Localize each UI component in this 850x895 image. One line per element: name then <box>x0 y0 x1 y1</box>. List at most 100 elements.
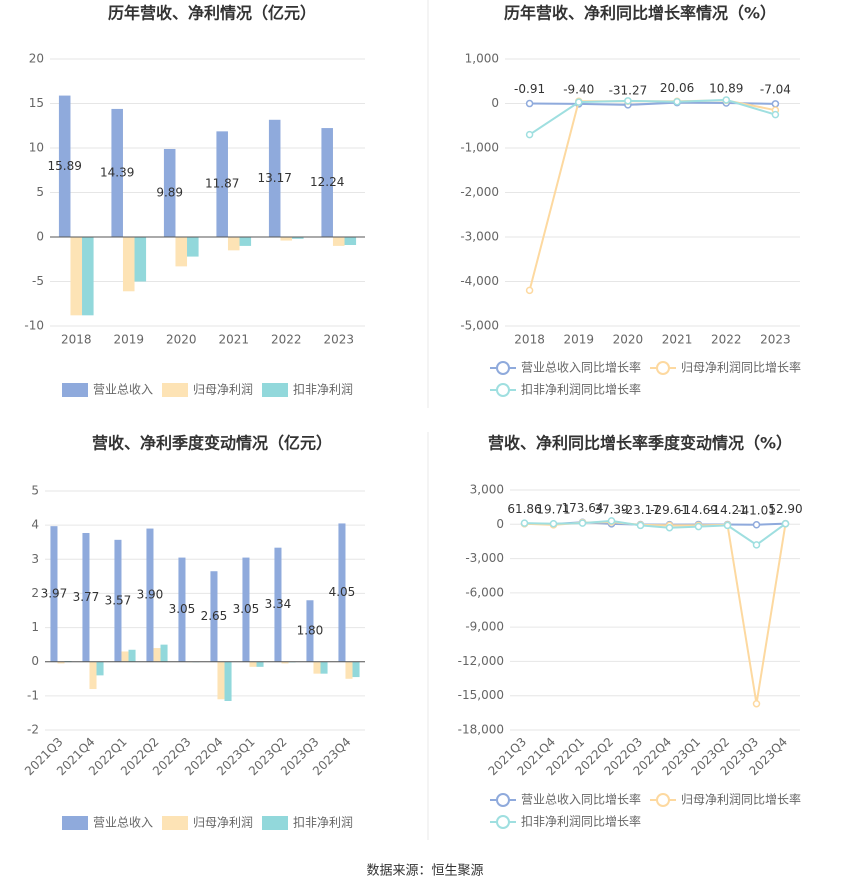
bar <box>82 237 94 316</box>
point <box>771 110 780 119</box>
data-label: -14.21 <box>708 503 747 517</box>
y-tick-label: 0 <box>491 96 499 110</box>
bar <box>58 95 71 237</box>
y-tick-label: -5,000 <box>460 319 499 333</box>
bar <box>239 237 252 246</box>
legend-label: 扣非净利润 <box>293 383 353 397</box>
bar <box>175 237 188 267</box>
bar <box>217 661 225 700</box>
chart-title: 营收、净利季度变动情况（亿元） <box>92 434 332 453</box>
legend-label: 营业总收入同比增长率 <box>521 360 641 375</box>
bar <box>146 528 154 662</box>
bar <box>57 661 65 664</box>
data-label: 9.89 <box>156 185 183 199</box>
bar <box>313 661 321 674</box>
data-label: 10.89 <box>709 82 743 96</box>
y-tick-label: -9,000 <box>465 620 504 634</box>
legend-swatch <box>656 361 670 375</box>
data-label: 52.90 <box>768 502 802 516</box>
bar <box>114 539 122 662</box>
bar <box>227 237 240 251</box>
x-tick-label: 2020 <box>613 333 644 347</box>
bar <box>345 661 353 679</box>
x-tick-label: 2020 <box>166 333 197 347</box>
legend-swatch <box>496 383 510 397</box>
bar <box>274 547 282 662</box>
legend-label: 扣非净利润 <box>293 816 353 830</box>
point <box>549 519 558 528</box>
data-label: 3.90 <box>137 588 164 602</box>
bar <box>344 237 357 246</box>
x-tick-label: 2021 <box>218 333 249 347</box>
y-tick-label: 3 <box>31 552 39 566</box>
y-tick-label: -12,000 <box>458 654 504 668</box>
bar <box>321 128 333 237</box>
point <box>781 519 790 528</box>
data-label: 3.77 <box>73 590 100 604</box>
point <box>525 286 534 295</box>
x-tick-label: 2021 <box>662 333 693 347</box>
bar <box>292 237 304 239</box>
data-label: 3.97 <box>41 586 68 600</box>
bar <box>134 237 147 282</box>
y-tick-label: -18,000 <box>458 723 504 737</box>
point <box>578 519 587 527</box>
point <box>525 130 534 139</box>
y-tick-label: -3,000 <box>465 551 504 565</box>
legend-swatch <box>496 361 510 375</box>
legend-swatch <box>62 816 88 830</box>
y-tick-label: 10 <box>29 141 44 155</box>
line <box>524 520 787 704</box>
legend-swatch <box>162 383 188 397</box>
legend-swatch <box>656 793 670 807</box>
line <box>528 99 776 291</box>
chart-title: 历年营收、净利情况（亿元） <box>108 4 316 23</box>
legend-swatch <box>262 383 288 397</box>
data-label: 37.39 <box>594 502 628 516</box>
bar <box>332 237 345 246</box>
legend-swatch <box>496 815 510 829</box>
bar <box>96 661 104 676</box>
legend-label: 归母净利润同比增长率 <box>681 360 801 375</box>
bar <box>122 237 135 292</box>
bar <box>82 532 90 662</box>
point <box>752 699 761 708</box>
y-tick-label: 4 <box>31 518 39 532</box>
bar <box>163 148 176 237</box>
y-tick-label: 3,000 <box>470 483 504 497</box>
data-label: -0.91 <box>514 82 545 96</box>
bar <box>242 557 250 662</box>
x-tick-label: 2018 <box>61 333 92 347</box>
data-label: 11.87 <box>205 177 239 191</box>
y-tick-label: -10 <box>24 319 44 333</box>
bar <box>121 651 129 662</box>
bar <box>178 557 186 662</box>
x-tick-label: 2019 <box>563 333 594 347</box>
legend-label: 扣非净利润同比增长率 <box>521 382 641 397</box>
legend-label: 归母净利润同比增长率 <box>681 792 801 807</box>
y-tick-label: -2,000 <box>460 185 499 199</box>
point <box>525 99 534 108</box>
data-label: 3.05 <box>233 602 260 616</box>
y-tick-label: 1 <box>31 620 39 634</box>
point <box>520 519 529 527</box>
point <box>771 100 780 108</box>
bar <box>70 237 83 316</box>
bar <box>320 661 328 674</box>
y-tick-label: -1,000 <box>460 141 499 155</box>
data-label: 14.39 <box>100 165 134 179</box>
data-label: 3.05 <box>169 602 196 616</box>
x-tick-label: 2023 <box>323 333 354 347</box>
bar <box>187 237 199 257</box>
bar <box>216 131 228 237</box>
y-tick-label: 2 <box>31 586 39 600</box>
legend-swatch <box>262 816 288 830</box>
legend-label: 归母净利润 <box>193 383 253 397</box>
bar <box>89 661 97 690</box>
chart-title: 营收、净利同比增长率季度变动情况（%） <box>488 434 792 453</box>
x-tick-label: 2023 <box>760 333 791 347</box>
data-label: -9.40 <box>563 82 594 96</box>
data-label: 1.80 <box>297 623 324 637</box>
x-tick-label: 2022 <box>271 333 302 347</box>
y-tick-label: 5 <box>36 185 44 199</box>
